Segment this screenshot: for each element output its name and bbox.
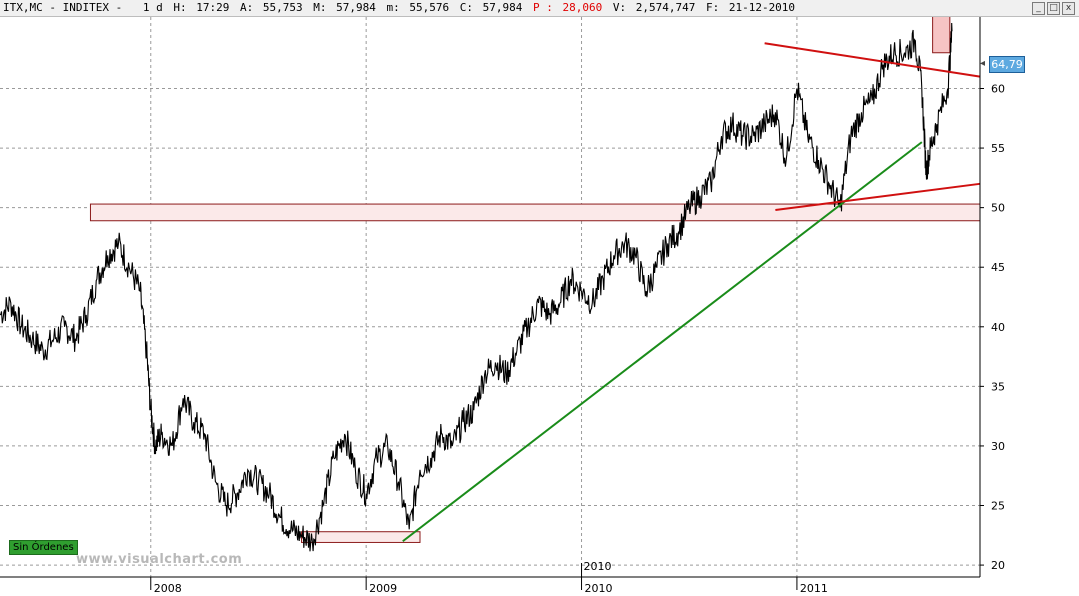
- interval-label: 1 d: [142, 1, 163, 14]
- symbol-name: ITX,MC - INDITEX -: [3, 1, 123, 14]
- high-value: 57,984: [336, 1, 376, 14]
- current-price-label: 64,79: [989, 56, 1025, 73]
- red-trendline: [764, 42, 981, 78]
- maximize-button[interactable]: □: [1047, 2, 1060, 15]
- status-badge[interactable]: Sin Órdenes: [9, 540, 78, 555]
- zone-box: [89, 203, 981, 222]
- red-trendline: [775, 182, 981, 212]
- open-label: A:: [239, 1, 254, 14]
- close-button[interactable]: x: [1062, 2, 1075, 15]
- performance-label: P :: [532, 1, 553, 14]
- low-label: m:: [386, 1, 400, 14]
- open-value: 55,753: [262, 1, 303, 14]
- y-tick-label: 50: [991, 202, 1005, 215]
- date-label: F:: [705, 1, 720, 14]
- support-zones: [89, 0, 981, 543]
- hour-label: H:: [173, 1, 187, 14]
- y-tick-label: 30: [991, 440, 1005, 453]
- volume-value: 2,574,747: [635, 1, 696, 14]
- y-tick-label: 40: [991, 321, 1005, 334]
- y-tick-label: 45: [991, 261, 1005, 274]
- y-tick-label: 60: [991, 82, 1005, 95]
- y-tick-label: 25: [991, 500, 1005, 513]
- y-tick-label: 55: [991, 142, 1005, 155]
- price-series-layer: [0, 22, 953, 552]
- x-tick-label: 2009: [369, 582, 397, 595]
- close-label: C:: [459, 1, 473, 14]
- y-tick-label: 20: [991, 559, 1005, 572]
- axes: 20 25 30 35 40 45 50 55 60 2008 2009 2010 2011 2010: [0, 17, 1005, 595]
- x-tick-label: 2008: [154, 582, 182, 595]
- hour-value: 17:29: [196, 1, 230, 14]
- volume-label: V:: [612, 1, 627, 14]
- price-series-line: [0, 22, 953, 552]
- trendlines: [402, 42, 981, 543]
- window-controls: _ □ x: [1032, 2, 1075, 15]
- watermark-text: www.visualchart.com: [76, 552, 243, 567]
- y-tick-label: 35: [991, 380, 1005, 393]
- green-trendline: [402, 141, 923, 543]
- x-tick-label: 2011: [800, 582, 828, 595]
- low-value: 55,576: [409, 1, 450, 14]
- x-secondary-label: 2010: [584, 560, 612, 573]
- performance-value: 28,060: [562, 1, 603, 14]
- chart-header-bar: ITX,MC - INDITEX - 1 d H: 17:29 A: 55,75…: [0, 0, 1079, 17]
- x-tick-label: 2010: [585, 582, 613, 595]
- grid-lines: [0, 17, 980, 577]
- minimize-button[interactable]: _: [1032, 2, 1045, 15]
- zone-box: [301, 531, 421, 543]
- close-value: 57,984: [482, 1, 523, 14]
- high-label: M:: [313, 1, 327, 14]
- price-pointer-icon: ◂: [980, 58, 986, 69]
- date-value: 21-12-2010: [728, 1, 796, 14]
